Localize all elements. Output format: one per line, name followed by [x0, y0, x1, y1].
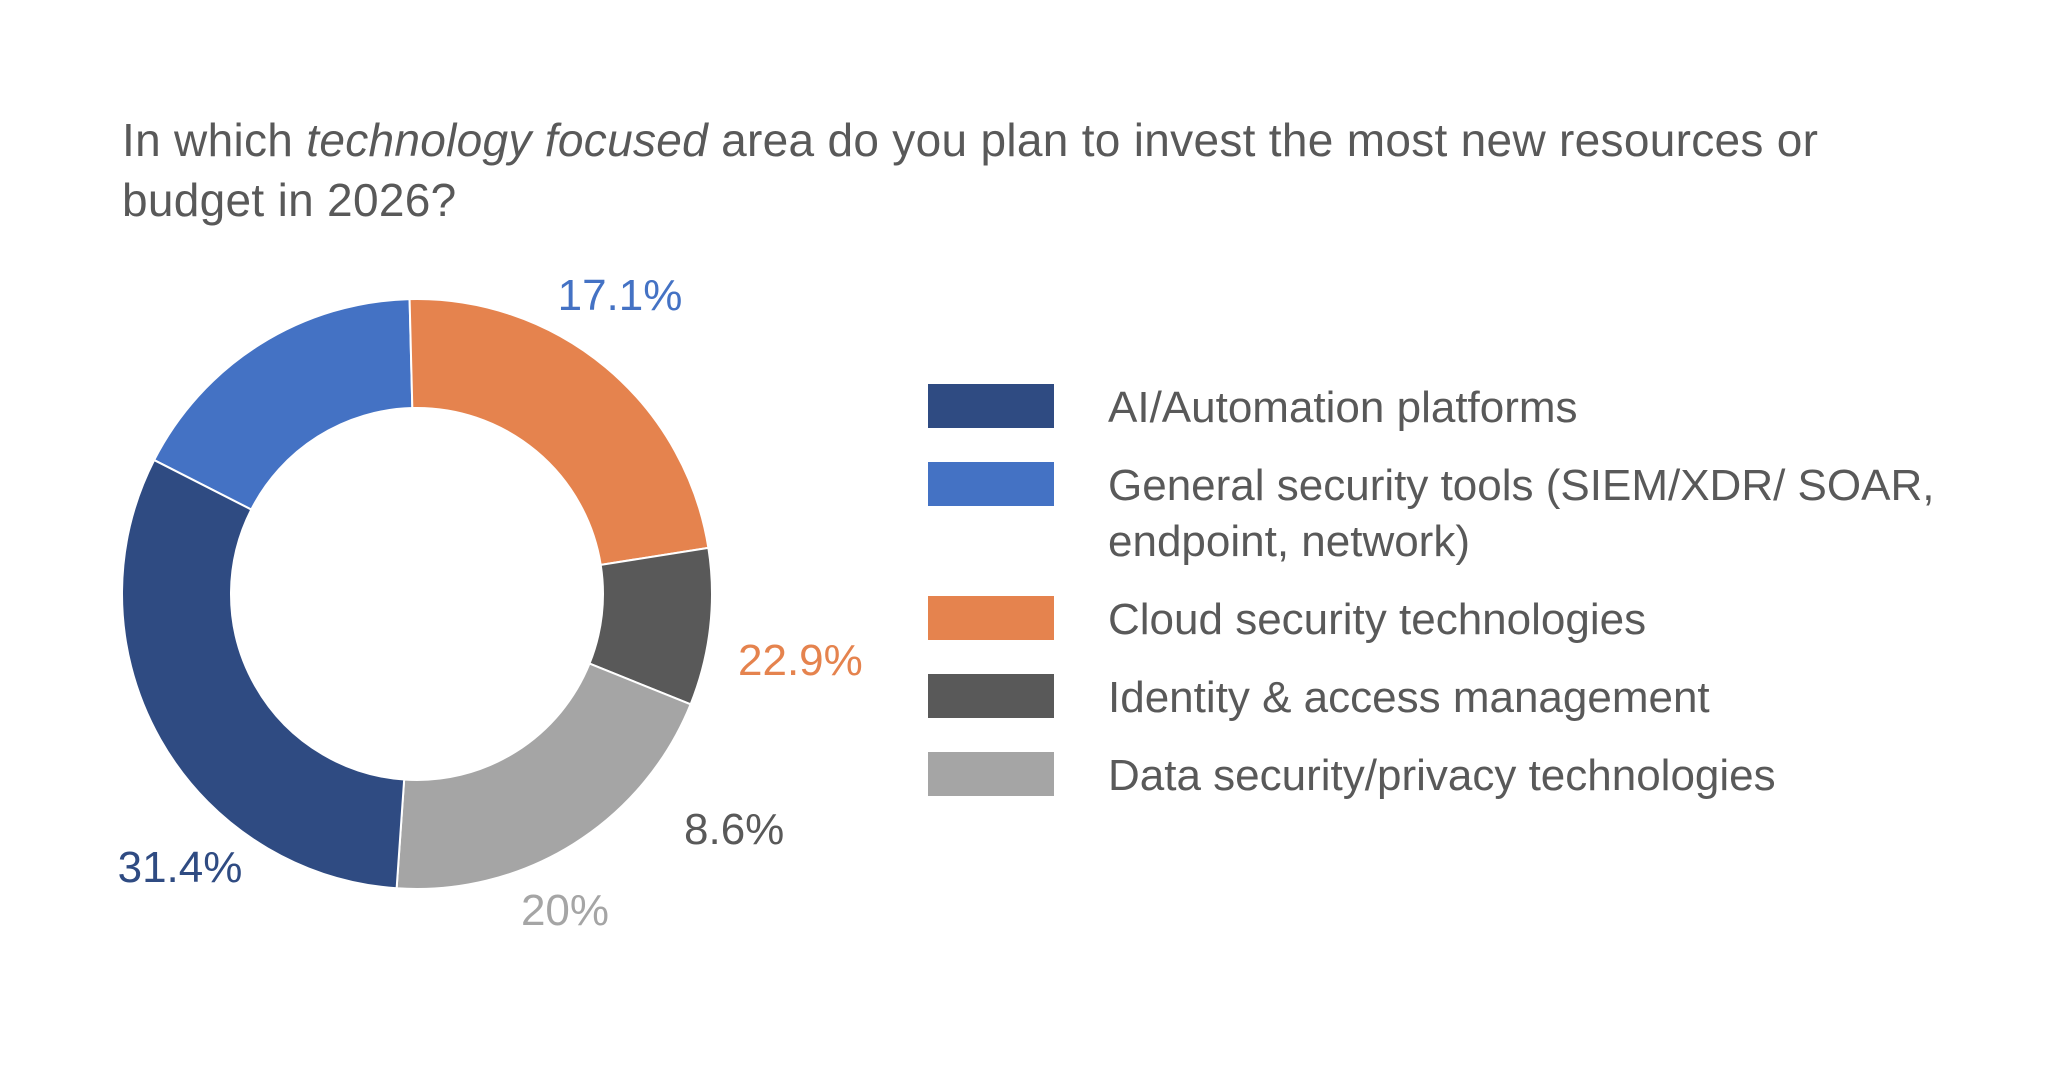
title-part-1: In which	[122, 114, 307, 166]
legend-label-2: Cloud security technologies	[1108, 595, 1647, 644]
legend-swatch-4	[928, 752, 1054, 796]
legend-swatch-2	[928, 596, 1054, 640]
legend-swatch-0	[928, 384, 1054, 428]
legend-label-1: General security tools (SIEM/XDR/ SOAR, …	[1108, 461, 1935, 566]
legend: AI/Automation platforms General security …	[928, 380, 2028, 826]
legend-item-3: Identity & access management	[928, 670, 2028, 726]
donut-slice-0	[152, 298, 414, 511]
legend-label-4: Data security/privacy technologies	[1108, 751, 1776, 800]
legend-item-0: AI/Automation platforms	[928, 380, 2028, 436]
donut-slice-1	[408, 298, 710, 567]
legend-label-3: Identity & access management	[1108, 673, 1710, 722]
donut-slices	[121, 298, 713, 890]
donut-slice-4	[121, 458, 406, 890]
donut-slice-3	[395, 662, 692, 890]
legend-item-4: Data security/privacy technologies	[928, 748, 2028, 804]
legend-item-1: General security tools (SIEM/XDR/ SOAR, …	[928, 458, 2028, 570]
slice-value-label-3: 20%	[521, 886, 609, 935]
slice-value-labels: 17.1% 22.9% 8.6% 20% 31.4%	[118, 271, 863, 935]
title-part-2: area do you plan to invest the most new …	[122, 114, 1819, 226]
legend-swatch-3	[928, 674, 1054, 718]
legend-swatch-1	[928, 462, 1054, 506]
slice-value-label-0: 17.1%	[558, 271, 683, 320]
legend-label-0: AI/Automation platforms	[1108, 383, 1578, 432]
slice-value-label-1: 22.9%	[738, 636, 863, 685]
slice-value-label-4: 31.4%	[118, 843, 243, 892]
chart-title: In which technology focused area do you …	[122, 110, 1922, 230]
slice-value-label-2: 8.6%	[684, 805, 784, 854]
title-emphasis: technology focused	[306, 114, 709, 166]
legend-item-2: Cloud security technologies	[928, 592, 2028, 648]
